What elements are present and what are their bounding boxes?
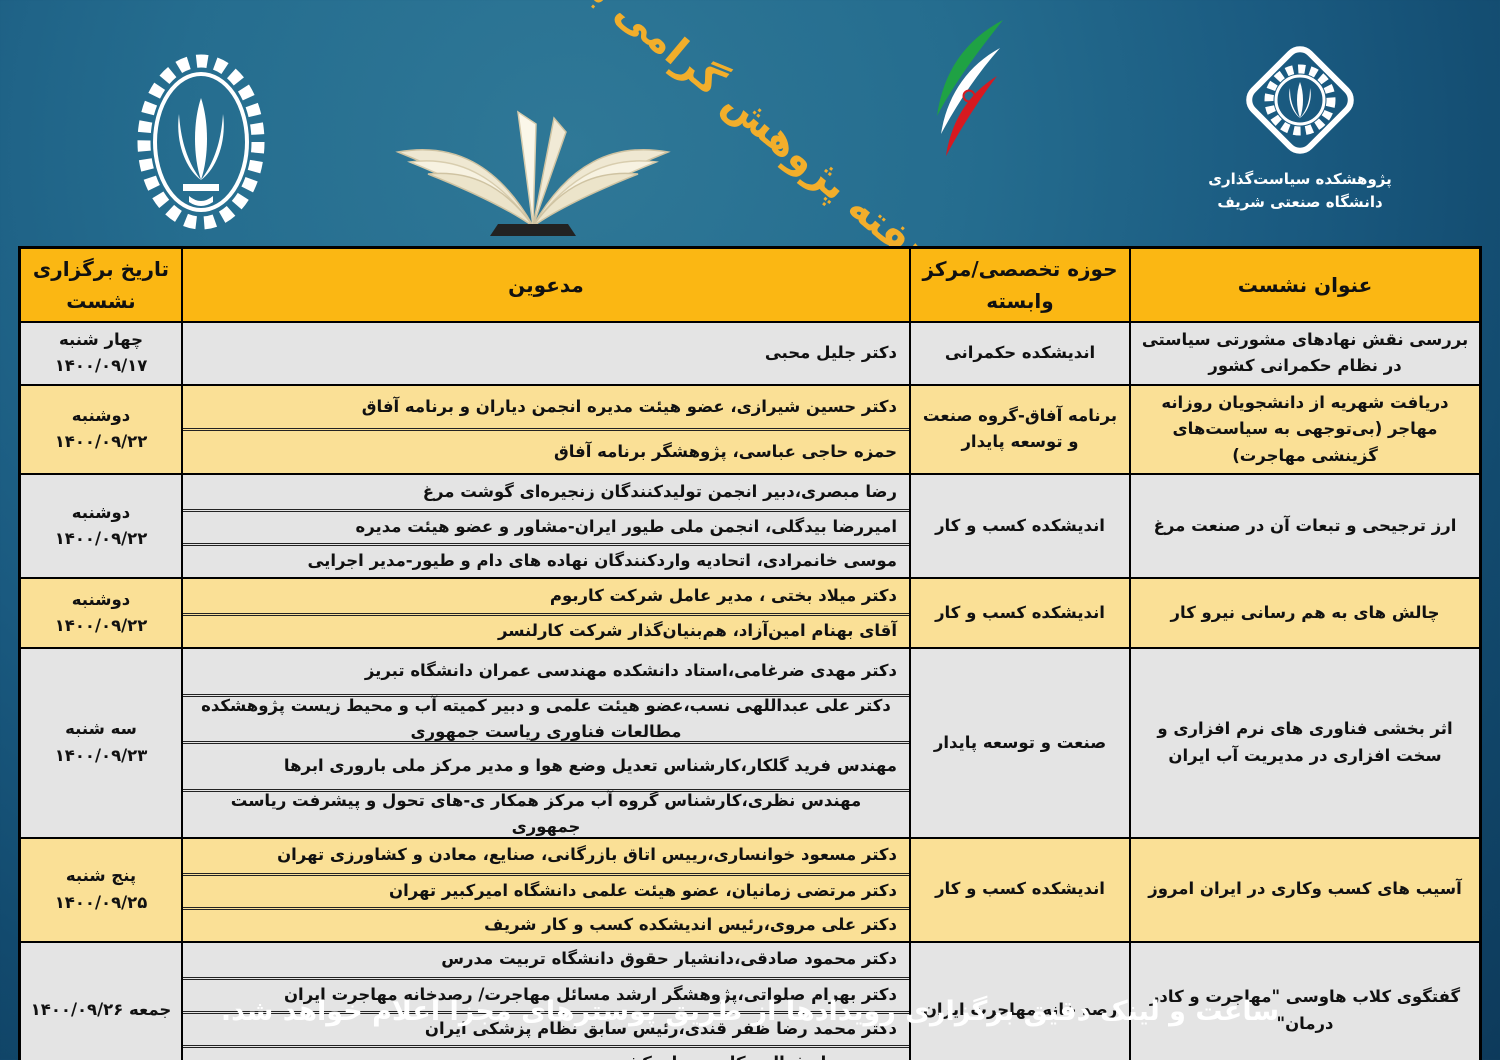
table-row: ارز ترجیحی و تبعات آن در صنعت مرغ اندیشک… (21, 472, 1479, 577)
poster-header: هفته پژوهش گرامی باد پژوهشکده سیاست‌گذار… (0, 0, 1500, 281)
iran-flag-ribbon-icon (937, 20, 1003, 156)
session-title-cell: گفتگوی کلاب هاوسی "مهاجرت و کادر درمان" (1129, 942, 1479, 1060)
date-cell: چهار شنبه ۱۴۰۰/۰۹/۱۷ (54, 330, 148, 376)
invitee-line: دکتر مسعود خوانساری،رییس اتاق بازرگانی، … (277, 845, 897, 865)
invitees-cell: دکتر میلاد بختی ، مدیر عامل شرکت کاربوم … (181, 578, 909, 647)
table-row: چالش های به هم رسانی نیرو کار اندیشکده ک… (21, 576, 1479, 647)
institute-name-line2: دانشگاه صنعتی شریف (1217, 193, 1383, 212)
date-cell: سه شنبه ۱۴۰۰/۰۹/۲۳ (54, 719, 148, 765)
date-cell: پنج شنبه ۱۴۰۰/۰۹/۲۵ (54, 866, 148, 912)
poster-footer: ساعت و لینک دقیق برگزاری رویدادها از طری… (0, 963, 1500, 1060)
table-row: آسیب های کسب وکاری در ایران امروز اندیشک… (21, 836, 1479, 941)
session-title-cell: دریافت شهریه از دانشجویان روزانه مهاجر (… (1129, 385, 1479, 473)
invitee-line: دکتر محمد رضا ظفر قندی،رئیس سابق نظام پز… (183, 1010, 909, 1045)
session-title-cell: اثر بخشی فناوری های نرم افزاری و سخت افز… (1129, 648, 1479, 837)
invitee-line: و جمعی از فعالین کادر درمان کشور (183, 1044, 909, 1060)
invitee-line: دکتر محمود صادقی،دانشیار حقوق دانشگاه تر… (441, 949, 897, 969)
center-cell: اندیشکده کسب و کار (909, 578, 1129, 647)
table-row: بررسی نقش نهادهای مشورتی سیاستی در نظام … (21, 321, 1479, 384)
policy-institute-caption: پژوهشکده سیاست‌گذاری دانشگاه صنعتی شریف (1195, 168, 1405, 215)
invitee-line: حمزه حاجی عباسی، پژوهشگر برنامه آفاق (183, 427, 909, 473)
policy-institute-logo-icon (1246, 46, 1354, 154)
date-cell: دوشنبه ۱۴۰۰/۰۹/۲۲ (54, 589, 148, 635)
table-header-row: عنوان نشست حوزه تخصصی/مرکز وابسته مدعوین… (21, 249, 1479, 321)
invitee-line: دکتر میلاد بختی ، مدیر عامل شرکت کاربوم (549, 585, 897, 605)
session-title-cell: آسیب های کسب وکاری در ایران امروز (1129, 838, 1479, 941)
center-cell: صنعت و توسعه پایدار (909, 648, 1129, 837)
center-cell: برنامه آفاق-گروه صنعت و توسعه پایدار (909, 385, 1129, 473)
center-cell: اندیشکده کسب و کار (909, 838, 1129, 941)
invitees-cell: دکتر حسین شیرازی، عضو هیئت مدیره انجمن د… (181, 385, 909, 473)
invitees-cell: رضا مبصری،دبیر انجمن تولیدکنندگان زنجیره… (181, 474, 909, 577)
invitee-line: دکتر مرتضی زمانیان، عضو هیئت علمی دانشگا… (183, 872, 909, 907)
column-header-session-title: عنوان نشست (1129, 249, 1479, 321)
invitee-line: دکتر حسین شیرازی، عضو هیئت مدیره انجمن د… (361, 396, 897, 416)
invitee-line: مهندس نظری،کارشناس گروه آب مرکز همکار ی-… (183, 788, 909, 837)
table-row: گفتگوی کلاب هاوسی "مهاجرت و کادر درمان" … (21, 940, 1479, 1060)
invitee-line: دکتر علی مروی،رئیس اندیشکده کسب و کار شر… (183, 906, 909, 941)
invitee-line: موسی خانمرادی، اتحادیه واردکنندگان نهاده… (183, 542, 909, 577)
session-title-cell: چالش های به هم رسانی نیرو کار (1129, 578, 1479, 647)
column-header-center: حوزه تخصصی/مرکز وابسته (909, 249, 1129, 321)
session-title-cell: ارز ترجیحی و تبعات آن در صنعت مرغ (1129, 474, 1479, 577)
open-book-icon (395, 110, 671, 236)
invitees-cell: دکتر جلیل محبی (181, 323, 909, 384)
date-cell: جمعه ۱۴۰۰/۰۹/۲۶ (30, 1000, 172, 1020)
invitee-line: دکتر بهرام صلواتی،پژوهشگر ارشد مسائل مها… (183, 976, 909, 1011)
invitee-line: آقای بهنام امین‌آزاد، هم‌بنیان‌گذار شرکت… (183, 612, 909, 647)
invitees-cell: دکتر محمود صادقی،دانشیار حقوق دانشگاه تر… (181, 942, 909, 1060)
invitee-line: دکتر علی عبداللهی نسب،عضو هیئت علمی و دب… (183, 693, 909, 742)
invitees-cell: دکتر مسعود خوانساری،رییس اتاق بازرگانی، … (181, 838, 909, 941)
table-row: اثر بخشی فناوری های نرم افزاری و سخت افز… (21, 646, 1479, 837)
sessions-table: عنوان نشست حوزه تخصصی/مرکز وابسته مدعوین… (18, 246, 1482, 1060)
date-cell: دوشنبه ۱۴۰۰/۰۹/۲۲ (54, 405, 148, 452)
center-cell: اندیشکده حکمرانی (909, 323, 1129, 384)
invitees-cell: دکتر مهدی ضرغامی،استاد دانشکده مهندسی عم… (181, 648, 909, 837)
center-cell: رصد خانه مهاجرت ایران (909, 942, 1129, 1060)
invitee-line: مهندس فرید گلکار،کارشناس تعدیل وضع هوا و… (183, 741, 909, 789)
institute-name-line1: پژوهشکده سیاست‌گذاری (1208, 170, 1392, 188)
invitee-line: رضا مبصری،دبیر انجمن تولیدکنندگان زنجیره… (422, 481, 897, 501)
footer-note: ساعت و لینک دقیق برگزاری رویدادها از طری… (220, 996, 1280, 1027)
sharif-university-logo-icon (137, 54, 265, 230)
table-row: دریافت شهریه از دانشجویان روزانه مهاجر (… (21, 383, 1479, 473)
invitee-line: دکتر جلیل محبی (764, 343, 897, 363)
center-cell: اندیشکده کسب و کار (909, 474, 1129, 577)
invitee-line: دکتر مهدی ضرغامی،استاد دانشکده مهندسی عم… (364, 661, 897, 681)
invitee-line: امیررضا بیدگلی، انجمن ملی طیور ایران-مشا… (183, 508, 909, 543)
session-title-cell: بررسی نقش نهادهای مشورتی سیاستی در نظام … (1129, 323, 1479, 384)
column-header-date: تاریخ برگزاری نشست (32, 257, 170, 313)
date-cell: دوشنبه ۱۴۰۰/۰۹/۲۲ (54, 502, 148, 548)
column-header-invitees: مدعوین (181, 249, 909, 321)
